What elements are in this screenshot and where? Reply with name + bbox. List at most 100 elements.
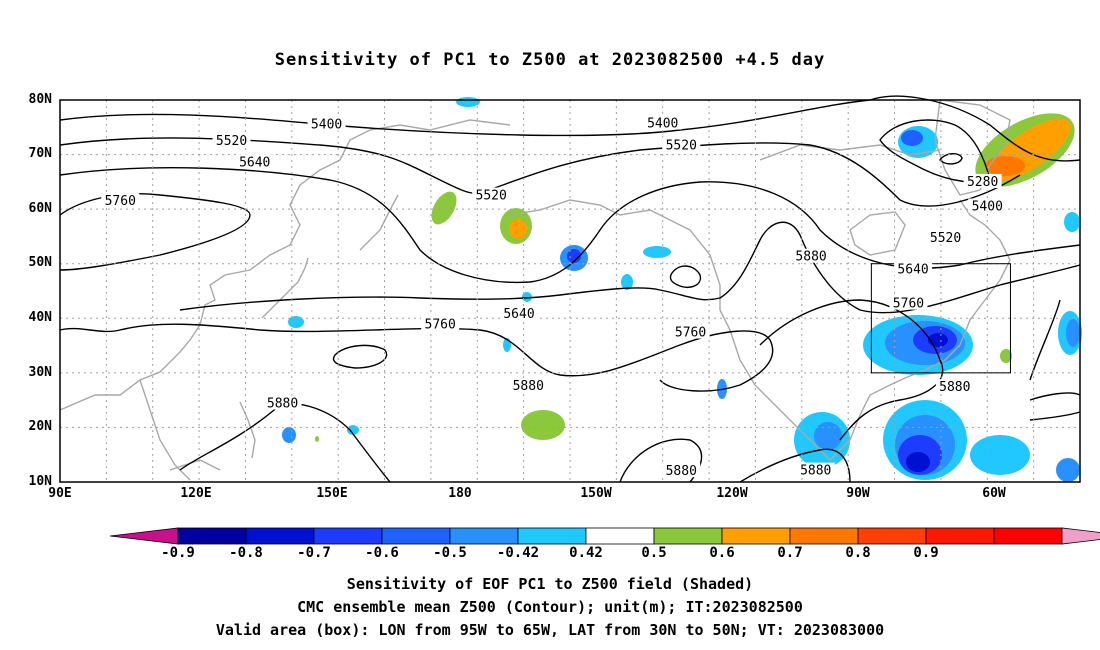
contour-5880-alaska-ring: [669, 265, 702, 289]
contour-5880-mex: [739, 448, 851, 483]
contour-5760: [59, 193, 251, 271]
lon-label: 90E: [48, 486, 72, 501]
contour-label: 5280: [967, 175, 998, 190]
contour-label-bg: [963, 173, 1002, 188]
coast-alaska: [509, 199, 721, 310]
lon-label: 120E: [180, 486, 212, 501]
colorbar-swatch: [177, 527, 247, 545]
contour-label: 5520: [216, 134, 247, 149]
contour-label-bg: [101, 193, 140, 208]
shade-negative-wpac: [282, 427, 296, 443]
colorbar-swatch: [585, 527, 655, 545]
colorbar-label: 0.9: [913, 545, 939, 561]
contour-label-bg: [307, 116, 346, 131]
contour-label: 5880: [267, 397, 298, 412]
contour-label-bg: [662, 463, 701, 478]
contour-label: 5880: [795, 250, 826, 265]
shade-negative-carib-max: [906, 452, 930, 472]
shade-negative-greenland-core: [901, 130, 923, 146]
coast-australia: [169, 459, 221, 471]
shade-positive-pacific-s: [521, 410, 565, 440]
contour-label: 5880: [513, 379, 544, 394]
shade-positive-arctic-max: [985, 156, 1025, 176]
lat-label: 10N: [28, 474, 52, 489]
contour-label: 5640: [239, 155, 270, 170]
lon-label: 120W: [716, 486, 748, 501]
coast-kamchatka: [359, 194, 399, 251]
colorbar-label: 0.6: [709, 545, 735, 561]
colorbar-swatch: [381, 527, 451, 545]
shade-positive-atl: [1000, 349, 1012, 363]
caption-line: Valid area (box): LON from 95W to 65W, L…: [215, 621, 885, 639]
coast-philippines: [239, 401, 256, 459]
contour-label-bg: [662, 137, 701, 152]
colorbar-swatch: [789, 527, 859, 545]
colorbar-label: -0.42: [496, 545, 540, 561]
contour-5880-main: [59, 323, 774, 392]
contour-label: 5640: [503, 307, 534, 322]
colorbar-max-arrow: [1061, 527, 1100, 545]
contour-label-bg: [889, 295, 928, 310]
lat-label: 80N: [28, 92, 52, 107]
contour-label-bg: [796, 462, 835, 477]
colorbar-label: -0.7: [297, 545, 331, 561]
colorbar-swatch: [313, 527, 383, 545]
valid-area-box: [870, 263, 1011, 374]
shade-negative-pac: [522, 292, 532, 302]
contour-label-bg: [263, 395, 302, 410]
contour-label: 5760: [675, 326, 706, 341]
contour-label: 5880: [800, 464, 831, 479]
colorbar-label: -0.6: [365, 545, 399, 561]
contour-label-bg: [472, 187, 511, 202]
sensitivity-shading: [282, 97, 1082, 482]
contour-atl-ne: [1029, 299, 1081, 421]
coast-siberia: [369, 119, 511, 131]
colorbar-swatch: [517, 527, 587, 545]
shade-negative-mexico-core: [814, 422, 842, 450]
colorbar-swatch: [925, 527, 995, 545]
contour-label-bg: [212, 133, 251, 148]
coast-japan: [261, 257, 309, 319]
shade-positive-pacific-n-core: [509, 219, 527, 239]
colorbar: [109, 527, 1100, 545]
contour-5880-wpac: [179, 403, 391, 483]
contour-label-bg: [509, 378, 548, 393]
contour-label-bg: [643, 115, 682, 130]
contour-label-bg: [968, 198, 1007, 213]
contour-label-bg: [792, 248, 831, 263]
coast-west-na: [719, 309, 831, 461]
shade-negative-ne: [1064, 212, 1080, 232]
caption-line: CMC ensemble mean Z500 (Contour); unit(m…: [297, 598, 803, 616]
contour-label: 5400: [311, 118, 342, 133]
lon-label: 60W: [982, 486, 1006, 501]
shade-negative-canada2: [621, 274, 633, 290]
lat-label: 60N: [28, 201, 52, 216]
contour-label: 5880: [666, 464, 697, 479]
coast-hudson: [849, 211, 906, 256]
colorbar-swatch: [857, 527, 927, 545]
colorbar-min-arrow: [109, 527, 179, 545]
map-title: Sensitivity of PC1 to Z500 at 2023082500…: [274, 50, 826, 70]
coast-indochina: [139, 379, 191, 481]
colorbar-swatch: [721, 527, 791, 545]
contour-label: 5400: [972, 200, 1003, 215]
shade-negative-canada: [643, 246, 671, 258]
shade-negative-corner: [1056, 458, 1080, 482]
contour-5880-na: [759, 299, 944, 441]
contour-label-bg: [894, 261, 933, 276]
contour-label-bg: [671, 324, 710, 339]
shade-positive-small: [315, 436, 319, 442]
colorbar-label: 0.8: [845, 545, 871, 561]
colorbar-swatch: [653, 527, 723, 545]
lat-label: 30N: [28, 365, 52, 380]
colorbar-swatch: [449, 527, 519, 545]
coast-arctic-canada: [759, 144, 941, 161]
colorbar-label: 0.7: [777, 545, 803, 561]
graticule: [60, 100, 1080, 482]
shade-negative-trop-atl: [970, 435, 1030, 475]
colorbar-label: 0.5: [641, 545, 667, 561]
contour-label-bg: [421, 316, 460, 331]
shade-negative-top: [456, 97, 480, 107]
colorbar-swatch: [993, 527, 1063, 545]
lon-label: 180: [448, 486, 472, 501]
